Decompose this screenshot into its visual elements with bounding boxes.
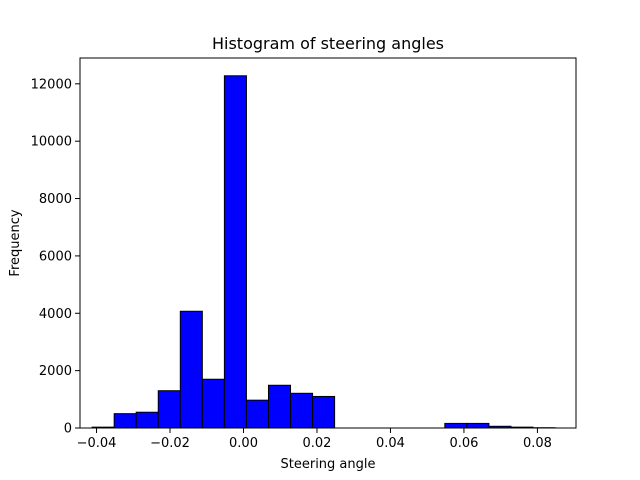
y-axis-label: Frequency: [8, 209, 23, 276]
histogram-bar-8: [267, 384, 292, 429]
histogram-bar-9: [290, 392, 314, 429]
histogram-bar-2: [135, 411, 159, 429]
histogram-bar-3: [157, 390, 181, 429]
histogram-bar-17: [466, 422, 490, 429]
bars-group: [91, 75, 556, 429]
x-tick-label: 0.04: [376, 436, 405, 451]
x-axis-label: Steering angle: [281, 457, 376, 472]
x-tick-label: 0.08: [523, 436, 552, 451]
chart-title: Histogram of steering angles: [212, 34, 444, 53]
y-tick-label: 6000: [39, 249, 72, 264]
x-tick-label: −0.04: [77, 436, 117, 451]
x-axis-ticks: −0.04 −0.02 0.00 0.02 0.04 0.06 0.08: [77, 428, 552, 451]
x-tick-label: 0.00: [229, 436, 258, 451]
histogram-bar-5: [201, 378, 225, 429]
plot-frame: [79, 57, 577, 429]
y-tick-label: 12000: [31, 77, 72, 92]
histogram-bar-1: [113, 413, 137, 429]
histogram-bar-7: [245, 399, 269, 429]
y-tick-label: 2000: [39, 364, 72, 379]
histogram-bar-6: [223, 75, 247, 429]
y-axis-ticks: 0 2000 4000 6000 8000 10000 12000: [31, 77, 80, 437]
x-tick-label: −0.02: [150, 436, 190, 451]
y-tick-label: 8000: [39, 192, 72, 207]
y-tick-label: 4000: [39, 307, 72, 322]
x-tick-label: 0.06: [449, 436, 478, 451]
histogram-bar-16: [444, 422, 468, 429]
histogram-bar-10: [312, 395, 336, 429]
histogram-bar-4: [179, 310, 203, 429]
y-tick-label: 0: [64, 422, 72, 437]
y-tick-label: 10000: [31, 135, 72, 150]
x-tick-label: 0.02: [303, 436, 332, 451]
